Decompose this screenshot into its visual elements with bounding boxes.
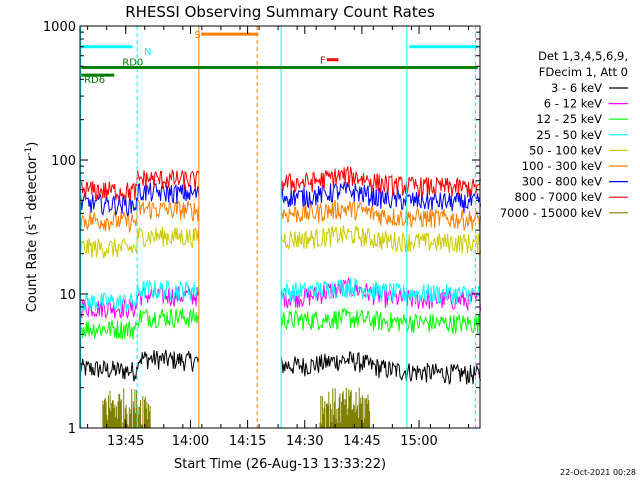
night-flag-label: N bbox=[144, 47, 151, 58]
x-tick-label-1: 14:00 bbox=[172, 434, 209, 449]
y-axis-label-mid: detector bbox=[25, 155, 40, 215]
legend-label-4: 50 - 100 keV bbox=[529, 143, 602, 157]
plot-frame bbox=[79, 25, 481, 429]
y-tick-label-2: 100 bbox=[51, 154, 76, 169]
legend-label-5: 100 - 300 keV bbox=[522, 159, 602, 173]
axis-layer: 1 10 100 1000 13:45 14:00 14:15 14:30 14:45 15:00 bbox=[43, 20, 480, 449]
legend-label-2: 12 - 25 keV bbox=[536, 112, 602, 126]
legend-header-line-1: Det 1,3,4,5,6,9, bbox=[538, 49, 628, 63]
series-4-line-0 bbox=[79, 225, 200, 259]
series-4-line-1 bbox=[280, 224, 481, 254]
legend-label-0: 3 - 6 keV bbox=[551, 81, 602, 95]
plot-data-layer: N S F RD0 RD6 bbox=[79, 26, 481, 428]
generation-timestamp: 22-Oct-2021 00:28 bbox=[560, 468, 636, 477]
series-2-line-0 bbox=[79, 308, 200, 340]
series-5-line-1 bbox=[280, 199, 481, 231]
chart-title: RHESSI Observing Summary Count Rates bbox=[125, 3, 435, 21]
legend-label-7: 800 - 7000 keV bbox=[514, 190, 602, 204]
legend-label-3: 25 - 50 keV bbox=[536, 128, 602, 142]
x-tick-label-0: 13:45 bbox=[107, 434, 144, 449]
series-3-line-1 bbox=[280, 277, 481, 305]
series-0-line-1 bbox=[280, 351, 481, 385]
series-2-line-1 bbox=[280, 308, 481, 335]
y-tick-label-0: 1 bbox=[68, 422, 76, 437]
y-axis-label-end: ) bbox=[25, 142, 40, 147]
rd6-flag-label: RD6 bbox=[84, 75, 105, 86]
series-6-line-1 bbox=[280, 181, 481, 214]
rd0-flag-label: RD0 bbox=[122, 58, 143, 69]
legend-label-8: 7000 - 15000 keV bbox=[500, 206, 602, 220]
x-tick-label-4: 14:45 bbox=[343, 434, 380, 449]
x-tick-label-5: 15:00 bbox=[400, 434, 437, 449]
legend-label-1: 6 - 12 keV bbox=[544, 97, 602, 111]
legend-header-line-2: FDecim 1, Att 0 bbox=[539, 65, 628, 79]
series-5-line-0 bbox=[79, 199, 200, 234]
saa-flag-label: S bbox=[194, 30, 200, 41]
y-tick-label-3: 1000 bbox=[43, 20, 76, 35]
y-axis-label-sup1: -1 bbox=[24, 215, 34, 224]
x-tick-label-2: 14:15 bbox=[229, 434, 266, 449]
series-7-line-1 bbox=[280, 166, 481, 198]
y-axis-label-main: Count Rate (s bbox=[25, 224, 40, 313]
series-7-line-0 bbox=[79, 168, 200, 202]
legend-label-6: 300 - 800 keV bbox=[522, 175, 602, 189]
series-8-burst-0 bbox=[102, 388, 151, 428]
series-0-line-0 bbox=[79, 349, 200, 382]
y-tick-label-1: 10 bbox=[59, 288, 76, 303]
x-axis-label: Start Time (26-Aug-13 13:33:22) bbox=[174, 457, 386, 472]
x-tick-label-3: 14:30 bbox=[286, 434, 323, 449]
y-axis-label: Count Rate (s-1 detector-1) bbox=[24, 142, 40, 313]
y-axis-label-sup2: -1 bbox=[24, 147, 34, 156]
flare-flag-label: F bbox=[320, 56, 326, 67]
series-3-line-0 bbox=[79, 279, 200, 313]
